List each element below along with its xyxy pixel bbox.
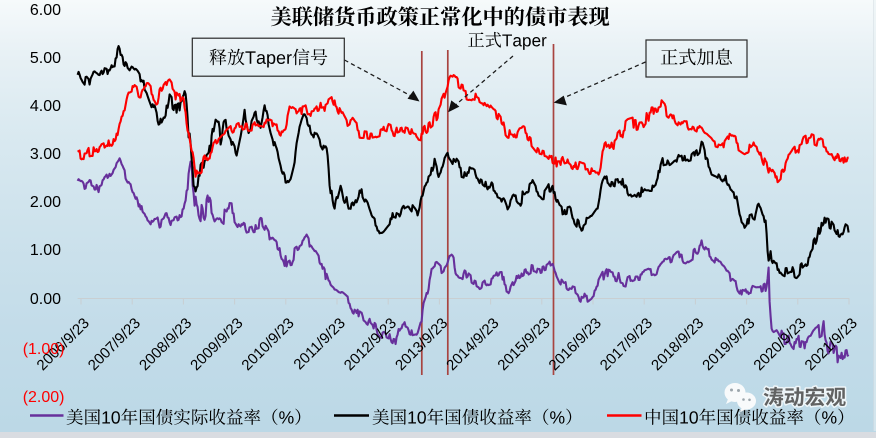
svg-text:2011/9/23: 2011/9/23	[290, 315, 348, 373]
svg-text:2009/9/23: 2009/9/23	[187, 315, 246, 374]
svg-text:2016/9/23: 2016/9/23	[546, 315, 605, 374]
svg-text:2010/9/23: 2010/9/23	[238, 315, 297, 374]
svg-text:2021/9/23: 2021/9/23	[802, 315, 861, 374]
svg-text:2019/9/23: 2019/9/23	[699, 315, 758, 374]
svg-text:2014/9/23: 2014/9/23	[443, 315, 502, 374]
svg-text:2018/9/23: 2018/9/23	[648, 315, 707, 374]
svg-text:2017/9/23: 2017/9/23	[597, 315, 656, 374]
svg-text:2007/9/23: 2007/9/23	[85, 315, 144, 374]
svg-text:2015/9/23: 2015/9/23	[494, 315, 553, 374]
svg-text:2008/9/23: 2008/9/23	[136, 315, 195, 374]
